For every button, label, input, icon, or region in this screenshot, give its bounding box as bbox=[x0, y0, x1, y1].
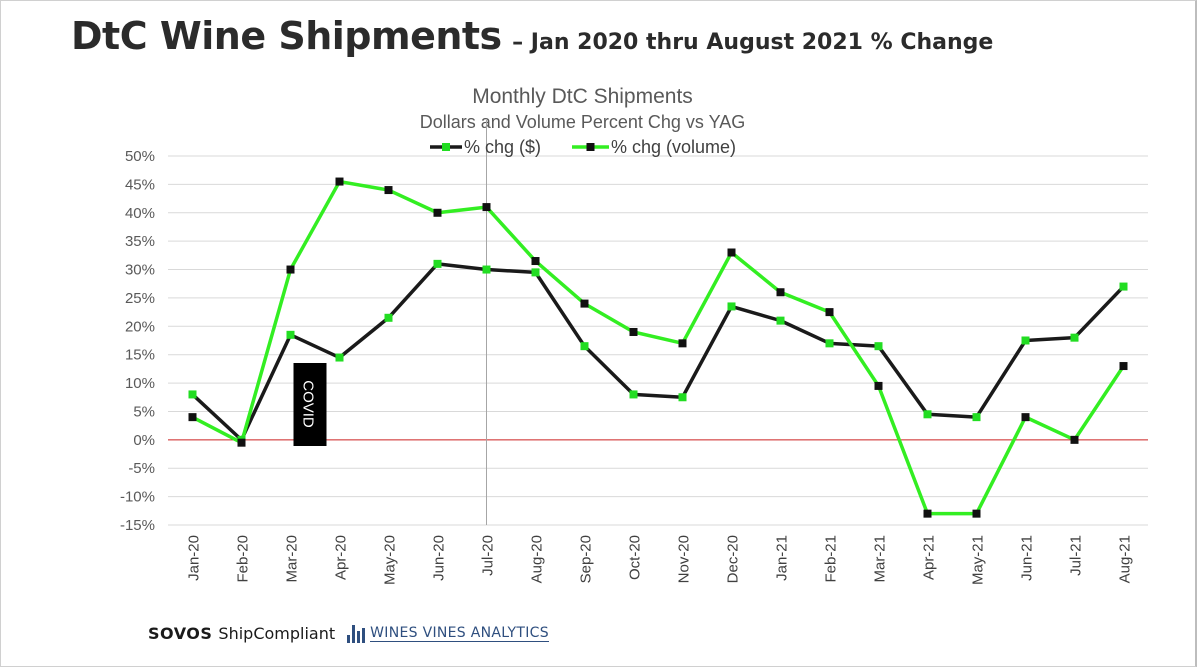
x-tick-label: Sep-20 bbox=[578, 535, 595, 583]
x-tick-label: Aug-21 bbox=[1117, 535, 1134, 583]
x-tick-label: Jan-21 bbox=[774, 535, 791, 581]
slide-heading: DtC Wine Shipments – Jan 2020 thru Augus… bbox=[71, 14, 993, 58]
covid-annotation-box bbox=[293, 363, 327, 446]
x-tick-label: May-21 bbox=[970, 535, 987, 585]
x-tick-label: Dec-20 bbox=[725, 535, 742, 583]
data-point-series-1 bbox=[1021, 413, 1030, 422]
y-tick-label: 40% bbox=[125, 205, 155, 222]
heading-sub: – Jan 2020 thru August 2021 % Change bbox=[512, 30, 994, 55]
legend-label-0: % chg ($) bbox=[464, 137, 541, 157]
data-point-series-0 bbox=[825, 339, 834, 348]
data-point-series-0 bbox=[286, 330, 295, 339]
data-point-series-0 bbox=[1021, 336, 1030, 345]
y-tick-label: -10% bbox=[120, 489, 155, 506]
data-point-series-0 bbox=[482, 265, 491, 274]
data-point-series-0 bbox=[1119, 282, 1128, 291]
data-point-series-0 bbox=[874, 342, 883, 351]
y-tick-label: 25% bbox=[125, 290, 155, 307]
data-point-series-1 bbox=[1119, 362, 1128, 371]
legend-swatch-marker-0 bbox=[442, 143, 450, 151]
y-tick-label: -15% bbox=[120, 517, 155, 534]
x-tick-label: Jun-20 bbox=[431, 535, 448, 581]
data-point-series-1 bbox=[580, 299, 589, 308]
data-point-series-0 bbox=[433, 259, 442, 268]
data-point-series-1 bbox=[727, 248, 736, 257]
y-tick-label: 50% bbox=[125, 148, 155, 165]
data-point-series-0 bbox=[678, 393, 687, 402]
series-line-0 bbox=[191, 262, 1125, 442]
data-point-series-0 bbox=[923, 410, 932, 419]
x-tick-label: Mar-20 bbox=[284, 535, 301, 583]
data-point-series-1 bbox=[1070, 435, 1079, 444]
data-point-series-0 bbox=[727, 302, 736, 311]
data-point-series-0 bbox=[531, 268, 540, 277]
data-point-series-0 bbox=[188, 390, 197, 399]
data-point-series-1 bbox=[629, 327, 638, 336]
x-tick-label: Apr-20 bbox=[333, 535, 350, 580]
data-point-series-1 bbox=[188, 413, 197, 422]
data-point-series-0 bbox=[629, 390, 638, 399]
shipcompliant-logo: ShipCompliant bbox=[218, 624, 336, 643]
legend-swatch-marker-1 bbox=[586, 143, 595, 151]
y-tick-label: 0% bbox=[133, 432, 155, 449]
series-line-1 bbox=[191, 179, 1125, 516]
data-point-series-0 bbox=[335, 353, 344, 362]
data-point-series-0 bbox=[580, 342, 589, 351]
x-tick-label: Feb-20 bbox=[235, 535, 252, 583]
data-point-series-0 bbox=[972, 413, 981, 422]
x-tick-label: Oct-20 bbox=[627, 535, 644, 580]
wines-vines-analytics-logo: WINES VINES ANALYTICS bbox=[370, 625, 549, 642]
chart-title: Monthly DtC Shipments bbox=[472, 85, 693, 108]
heading-main: DtC Wine Shipments bbox=[71, 14, 502, 58]
y-tick-label: 35% bbox=[125, 233, 155, 250]
data-point-series-1 bbox=[923, 509, 932, 518]
data-point-series-1 bbox=[776, 288, 785, 297]
x-tick-label: Jul-21 bbox=[1068, 535, 1085, 576]
footer-logos: SOVOS ShipCompliant WINES VINES ANALYTIC… bbox=[148, 624, 549, 643]
data-point-series-1 bbox=[335, 177, 344, 186]
data-point-series-0 bbox=[776, 316, 785, 325]
x-tick-label: Jul-20 bbox=[480, 535, 497, 576]
x-tick-label: Apr-21 bbox=[921, 535, 938, 580]
x-tick-label: May-20 bbox=[382, 535, 399, 585]
x-tick-label: Feb-21 bbox=[823, 535, 840, 583]
covid-annotation-label: COVID bbox=[300, 380, 317, 428]
data-point-series-1 bbox=[482, 203, 491, 212]
y-tick-label: 15% bbox=[125, 347, 155, 364]
data-point-series-1 bbox=[678, 339, 687, 348]
x-tick-label: Jan-20 bbox=[186, 535, 203, 581]
y-tick-label: -5% bbox=[128, 460, 155, 477]
data-point-series-1 bbox=[286, 265, 295, 274]
data-point-series-1 bbox=[972, 509, 981, 518]
data-point-series-1 bbox=[874, 381, 883, 390]
y-tick-label: 20% bbox=[125, 318, 155, 335]
data-point-series-1 bbox=[825, 308, 834, 317]
x-tick-label: Nov-20 bbox=[676, 535, 693, 583]
sovos-logo: SOVOS bbox=[148, 624, 213, 643]
x-tick-label: Mar-21 bbox=[872, 535, 889, 583]
y-tick-label: 30% bbox=[125, 262, 155, 279]
x-tick-label: Jun-21 bbox=[1019, 535, 1036, 581]
y-tick-label: 5% bbox=[133, 403, 155, 420]
y-tick-label: 45% bbox=[125, 176, 155, 193]
wines-vines-icon bbox=[347, 624, 366, 643]
legend-label-1: % chg (volume) bbox=[611, 137, 736, 157]
x-tick-label: Aug-20 bbox=[529, 535, 546, 583]
data-point-series-0 bbox=[1070, 333, 1079, 342]
chart-subtitle: Dollars and Volume Percent Chg vs YAG bbox=[419, 112, 746, 132]
data-point-series-1 bbox=[531, 257, 540, 266]
data-point-series-1 bbox=[237, 438, 246, 447]
data-point-series-0 bbox=[384, 313, 393, 322]
data-point-series-1 bbox=[384, 186, 393, 195]
data-point-series-1 bbox=[433, 208, 442, 217]
y-tick-label: 10% bbox=[125, 375, 155, 392]
